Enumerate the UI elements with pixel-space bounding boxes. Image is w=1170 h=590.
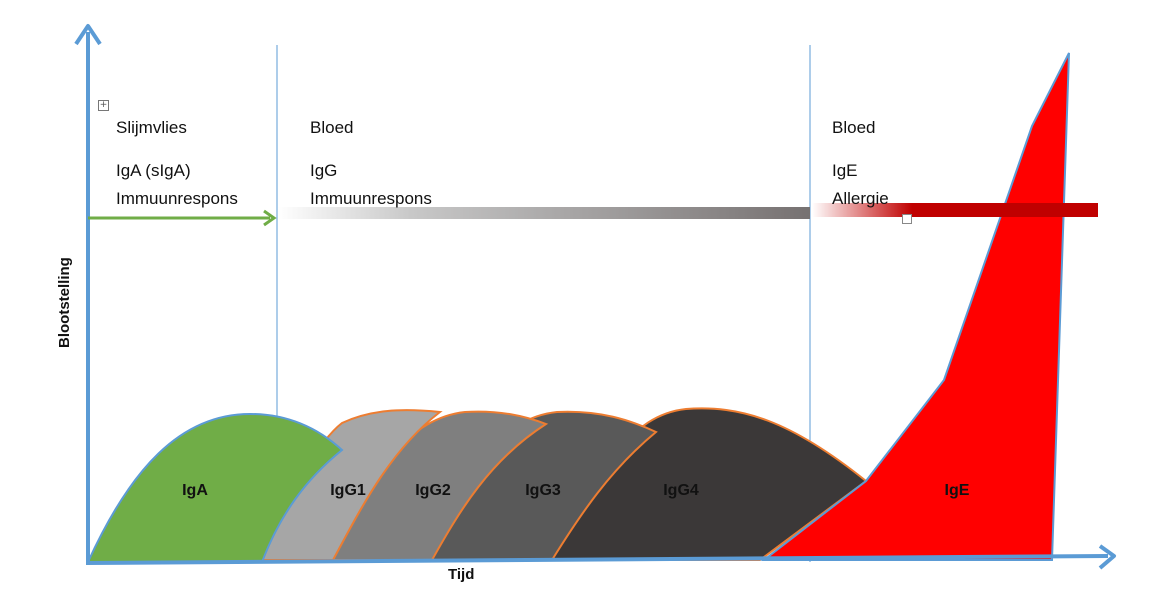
iga-shape [86,412,344,563]
ige-response-bar [812,203,1098,217]
zone1-site-label: Slijmvlies [116,118,187,137]
zone3-response-label: Allergie [832,189,889,208]
iga-arrowhead [263,209,277,227]
igg1-label: IgG1 [330,482,366,499]
x-axis-label: Tijd [448,566,475,583]
ige-shape [761,52,1070,561]
y-axis-label: Blootstelling [56,257,73,348]
zone1-class-label: IgA (sIgA) [116,161,191,180]
x-axis [85,554,1109,565]
igg2-label: IgG2 [415,482,451,499]
zone2-class-label: IgG [310,161,338,180]
zone1-response-label: Immuunrespons [116,189,238,208]
zone3-class-label: IgE [832,161,858,180]
igg-response-bar [278,207,810,219]
zone2-response-label: Immuunrespons [310,189,432,208]
igg3-label: IgG3 [525,482,561,499]
x-axis-arrowhead [1098,544,1116,570]
y-axis-arrowhead [74,24,102,46]
move-handle-icon[interactable]: + [98,100,109,111]
zone2-site-label: Bloed [310,118,354,137]
resize-handle[interactable] [902,214,912,224]
ige-label: IgE [944,482,970,499]
igg4-label: IgG4 [663,482,699,499]
iga-label: IgA [182,482,208,499]
zone3-site-label: Bloed [832,118,876,137]
